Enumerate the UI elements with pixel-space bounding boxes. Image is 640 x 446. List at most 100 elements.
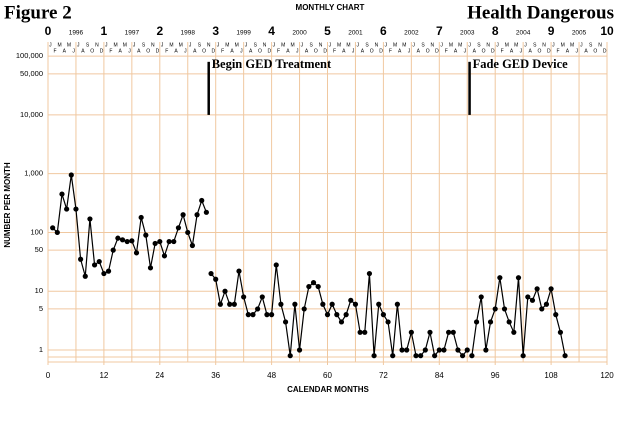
month-letter: N [95, 42, 99, 48]
month-letter: O [593, 48, 597, 54]
month-letter: M [58, 42, 62, 48]
data-point [506, 319, 512, 325]
month-letter: M [505, 42, 509, 48]
x2-tick-label: 1 [101, 24, 108, 38]
month-letter: O [146, 48, 150, 54]
x2-tick-label: 2 [156, 24, 163, 38]
month-letter: A [230, 48, 234, 54]
month-letter: N [263, 42, 267, 48]
month-letter: O [370, 48, 374, 54]
data-point [287, 353, 293, 359]
x-tick-label: 108 [544, 371, 558, 380]
data-point [478, 294, 484, 300]
month-letter: A [454, 48, 458, 54]
month-letter: M [561, 42, 565, 48]
month-letter: A [510, 48, 514, 54]
data-point [124, 238, 130, 245]
y-tick-label: 5 [39, 304, 43, 313]
month-letter: S [421, 42, 425, 48]
data-point [427, 329, 433, 335]
month-letter: A [286, 48, 290, 54]
year-label: 1998 [181, 30, 196, 37]
x-tick-label: 72 [379, 371, 388, 380]
month-letter: J [240, 48, 243, 54]
data-point [557, 329, 564, 335]
data-point [352, 301, 359, 307]
month-letter: A [81, 48, 85, 54]
data-point [64, 206, 70, 212]
data-point [105, 268, 112, 274]
month-letter: M [393, 42, 397, 48]
month-letter: M [179, 42, 183, 48]
month-letter: F [53, 48, 56, 54]
month-letter: F [221, 48, 224, 54]
data-point [487, 319, 494, 325]
month-letter: J [520, 48, 523, 54]
month-letter: M [281, 42, 285, 48]
month-letter: M [458, 42, 462, 48]
month-letter: J [357, 42, 360, 48]
month-letter: F [165, 48, 168, 54]
x-tick-label: 60 [323, 371, 332, 380]
month-letter: N [431, 42, 435, 48]
data-point [264, 312, 270, 318]
month-letter: M [337, 42, 341, 48]
data-point [282, 319, 289, 325]
month-letter: J [329, 42, 332, 48]
data-point [110, 247, 116, 253]
data-point [138, 214, 144, 221]
data-point [194, 212, 200, 218]
month-letter: J [496, 42, 499, 48]
year-label: 1997 [125, 30, 140, 37]
data-point [450, 329, 456, 335]
month-letter: F [333, 48, 336, 54]
data-point [459, 353, 466, 359]
month-letter: M [514, 42, 518, 48]
month-letter: S [310, 42, 314, 48]
month-letter: M [346, 42, 350, 48]
data-point [511, 329, 517, 335]
data-point [171, 238, 177, 245]
month-letter: J [77, 42, 80, 48]
year-label: 2002 [404, 30, 419, 37]
month-letter: S [254, 42, 258, 48]
month-letter: J [575, 48, 578, 54]
data-point [166, 238, 172, 245]
month-letter: M [225, 42, 229, 48]
month-letter: J [217, 42, 220, 48]
data-point [199, 197, 205, 204]
data-point [315, 283, 321, 290]
month-letter: J [352, 48, 355, 54]
data-point [520, 353, 526, 359]
y-tick-label: 100,000 [16, 51, 43, 60]
data-point [376, 301, 382, 307]
month-letter: A [249, 48, 253, 54]
data-point [306, 283, 312, 290]
data-point [497, 275, 503, 281]
data-point [143, 232, 149, 238]
month-letter: A [584, 48, 588, 54]
x2-tick-label: 5 [324, 24, 331, 38]
data-point [133, 250, 140, 256]
data-point [73, 206, 79, 212]
month-letter: J [128, 48, 131, 54]
month-letter: M [449, 42, 453, 48]
data-point [418, 353, 424, 359]
data-point [413, 353, 419, 359]
data-point [385, 319, 391, 325]
month-letter: A [119, 48, 123, 54]
month-letter: O [538, 48, 542, 54]
year-label: 2005 [572, 30, 587, 37]
month-letter: O [202, 48, 206, 54]
x2-tick-label: 10 [600, 24, 614, 38]
x-tick-label: 96 [491, 371, 500, 380]
data-point [91, 262, 98, 268]
data-point [422, 347, 428, 353]
month-letter: J [301, 42, 304, 48]
data-point [362, 329, 368, 335]
data-point [231, 301, 237, 307]
year-label: 2001 [348, 30, 363, 37]
data-point [96, 258, 102, 265]
month-letter: S [533, 42, 537, 48]
month-letter: F [109, 48, 112, 54]
